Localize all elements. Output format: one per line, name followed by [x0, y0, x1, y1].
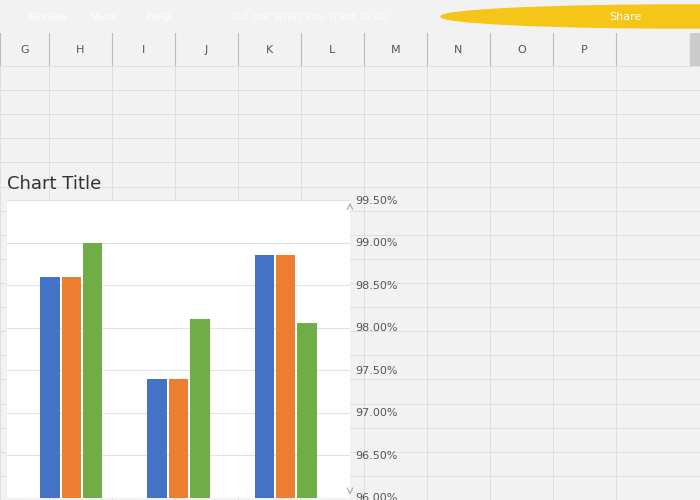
- Bar: [190, 319, 209, 500]
- Bar: [690, 33, 700, 66]
- Text: Tell me what you want to do: Tell me what you want to do: [231, 12, 388, 22]
- Text: Share: Share: [609, 12, 641, 22]
- Circle shape: [441, 5, 700, 28]
- Text: P: P: [581, 44, 588, 54]
- Text: G: G: [20, 44, 29, 54]
- Bar: [255, 255, 274, 500]
- Text: J: J: [205, 44, 208, 54]
- Text: View: View: [91, 12, 118, 22]
- Bar: [276, 255, 295, 500]
- Text: H: H: [76, 44, 85, 54]
- Bar: [62, 276, 81, 500]
- Text: Chart Title: Chart Title: [7, 175, 101, 193]
- Text: Review: Review: [28, 12, 68, 22]
- Bar: [169, 378, 188, 500]
- Bar: [83, 242, 102, 500]
- Text: Help: Help: [147, 12, 172, 22]
- Text: N: N: [454, 44, 463, 54]
- Bar: [298, 323, 317, 500]
- Text: I: I: [142, 44, 145, 54]
- Text: L: L: [330, 44, 335, 54]
- Text: M: M: [391, 44, 400, 54]
- Text: O: O: [517, 44, 526, 54]
- Bar: [148, 378, 167, 500]
- Text: K: K: [266, 44, 273, 54]
- Bar: [40, 276, 60, 500]
